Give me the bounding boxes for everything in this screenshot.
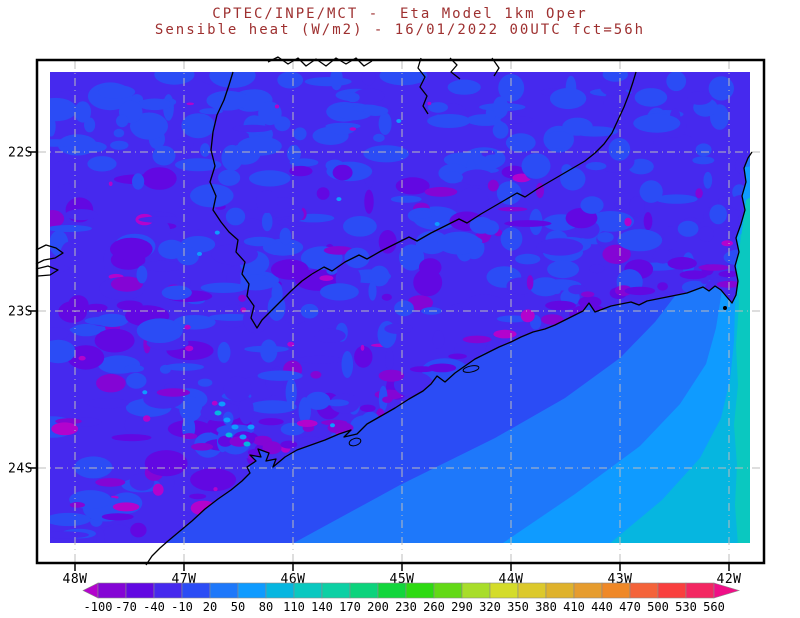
colorbar-label-320: 320 — [479, 600, 501, 614]
colorbar-cell-4 — [209, 582, 239, 599]
colorbar-cell-10 — [377, 582, 407, 599]
island-outline — [348, 437, 362, 447]
colorbar-label-20: 20 — [203, 600, 217, 614]
colorbar-cell-17 — [573, 582, 603, 599]
chart-title: CPTEC/INPE/MCT - Eta Model 1km Oper Sens… — [0, 6, 800, 38]
colorbar-label-110: 110 — [283, 600, 305, 614]
lat-label-22S: 22S — [8, 146, 33, 161]
lon-label-42W: 42W — [717, 572, 742, 587]
colorbar-cell-1 — [125, 582, 155, 599]
colorbar-cell-20 — [657, 582, 687, 599]
colorbar-label-230: 230 — [395, 600, 417, 614]
colorbar-cell-15 — [517, 582, 547, 599]
border-fragment — [417, 57, 429, 115]
border-fragment — [449, 57, 461, 80]
colorbar-cell-13 — [461, 582, 491, 599]
colorbar-cell-19 — [629, 582, 659, 599]
colorbar-cell-2 — [153, 582, 183, 599]
colorbar-arrow-high — [713, 582, 741, 599]
lat-label-23S: 23S — [8, 305, 33, 320]
colorbar-label-410: 410 — [563, 600, 585, 614]
colorbar-label-200: 200 — [367, 600, 389, 614]
colorbar-label--70: -70 — [115, 600, 137, 614]
urban-speckle — [239, 434, 247, 440]
colorbar-label-530: 530 — [675, 600, 697, 614]
colorbar-label-290: 290 — [451, 600, 473, 614]
colorbar-cell-8 — [321, 582, 351, 599]
island-outline — [462, 365, 480, 373]
colorbar: -100 -70 -40 -10 20 50 80 110 140 170 200 230 260 290… — [82, 582, 741, 614]
urban-speckle — [243, 441, 251, 447]
urban-speckle — [223, 417, 231, 423]
colorbar-cell-11 — [405, 582, 435, 599]
urban-speckle — [225, 432, 233, 438]
map-frame — [35, 58, 766, 565]
colorbar-cell-0 — [97, 582, 127, 599]
graticule — [38, 61, 763, 562]
colorbar-cell-21 — [685, 582, 715, 599]
state-border-northeast — [311, 71, 637, 275]
colorbar-label-380: 380 — [535, 600, 557, 614]
colorbar-cell-14 — [489, 582, 519, 599]
colorbar-cell-18 — [601, 582, 631, 599]
colorbar-label-170: 170 — [339, 600, 361, 614]
title-line-1: CPTEC/INPE/MCT - Eta Model 1km Oper — [212, 6, 588, 22]
colorbar-cell-9 — [349, 582, 379, 599]
lat-label-24S: 24S — [8, 462, 33, 477]
colorbar-label-350: 350 — [507, 600, 529, 614]
colorbar-label-140: 140 — [311, 600, 333, 614]
colorbar-cell-12 — [433, 582, 463, 599]
urban-speckle — [218, 401, 226, 407]
colorbar-label-440: 440 — [591, 600, 613, 614]
reservoir-outline — [35, 244, 64, 265]
colorbar-label--40: -40 — [143, 600, 165, 614]
coastline — [145, 151, 753, 566]
colorbar-label-470: 470 — [619, 600, 641, 614]
border-fragment — [491, 57, 500, 77]
colorbar-cell-5 — [237, 582, 267, 599]
colorbar-cell-16 — [545, 582, 575, 599]
urban-speckle — [247, 424, 255, 430]
urban-speckle — [231, 424, 239, 430]
colorbar-cell-3 — [181, 582, 211, 599]
lon-label-48W: 48W — [63, 572, 88, 587]
urban-speckle — [214, 410, 222, 416]
state-border-west — [209, 71, 313, 329]
colorbar-label--100: -100 — [84, 600, 113, 614]
colorbar-cell-6 — [265, 582, 295, 599]
colorbar-cell-7 — [293, 582, 323, 599]
islet — [723, 306, 727, 310]
colorbar-label-50: 50 — [231, 600, 245, 614]
colorbar-label-560: 560 — [703, 600, 725, 614]
coastline-and-borders — [35, 56, 753, 566]
colorbar-label-260: 260 — [423, 600, 445, 614]
reservoir-outline — [35, 265, 59, 277]
border-fragment — [267, 56, 373, 67]
colorbar-label-80: 80 — [259, 600, 273, 614]
colorbar-label--10: -10 — [171, 600, 193, 614]
map-field — [50, 72, 750, 543]
colorbar-label-500: 500 — [647, 600, 669, 614]
axis-ticks — [28, 151, 730, 571]
title-line-2: Sensible heat (W/m2) - 16/01/2022 00UTC … — [154, 22, 646, 38]
